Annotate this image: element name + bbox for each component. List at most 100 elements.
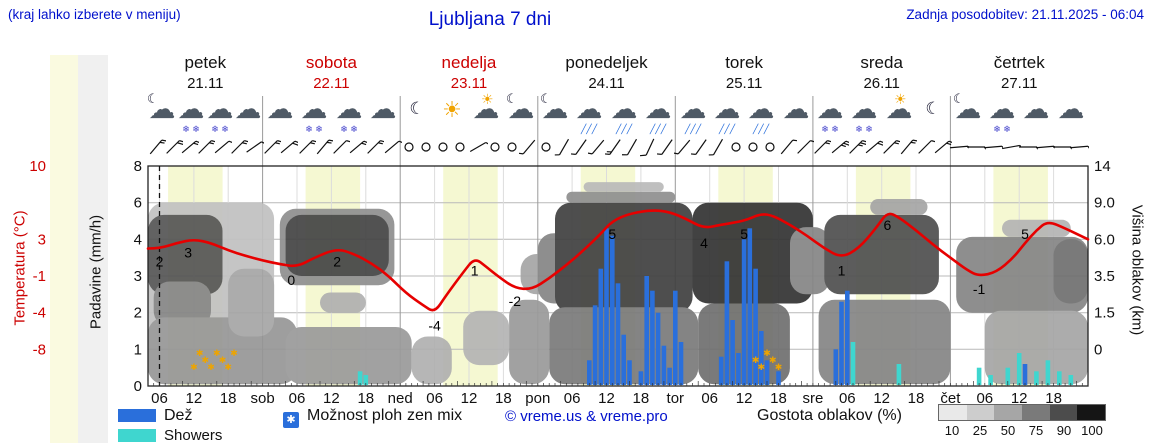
day-date: 24.11: [588, 75, 625, 92]
last-update-text: Zadnja posodobitev: 21.11.2025 - 06:04: [906, 7, 1144, 22]
weather-icon-cloud-rain: ☁ ╱╱╱: [572, 94, 606, 134]
svg-text:ned: ned: [388, 390, 413, 407]
cloud-icon: ☁: [266, 94, 294, 124]
svg-text:✱: ✱: [752, 355, 760, 365]
wind-calm-icon: [433, 134, 453, 160]
svg-text:6: 6: [134, 195, 142, 212]
svg-text:2: 2: [156, 254, 164, 270]
svg-text:12: 12: [186, 390, 203, 407]
rain-swatch: [118, 409, 156, 422]
svg-text:06: 06: [151, 390, 168, 407]
copyright-text: © vreme.us & vreme.pro: [505, 408, 668, 425]
svg-text:4: 4: [134, 231, 142, 248]
wind-calm-icon: [743, 134, 763, 160]
svg-text:12: 12: [598, 390, 615, 407]
day-header-nedelja: nedelja 23.11: [399, 53, 539, 92]
weather-icon-moon-cloud: ☾ ☁: [538, 91, 572, 134]
wind-barb-icon: [619, 134, 642, 160]
svg-text:-4: -4: [33, 305, 46, 322]
cloud-icon: ☁: [369, 94, 397, 124]
day-name: četrtek: [993, 53, 1045, 72]
sun-icon: ☀: [894, 91, 907, 107]
svg-text:sob: sob: [251, 390, 275, 407]
day-date: 23.11: [450, 75, 488, 92]
cloud-icon: ☁: [1022, 94, 1050, 124]
legend-snow-chance: ✱ Možnost ploh: [283, 407, 402, 428]
svg-text:✱: ✱: [202, 355, 210, 365]
svg-text:čet: čet: [940, 390, 961, 407]
svg-text:18: 18: [633, 390, 650, 407]
cloud-icon: ☁: [850, 94, 878, 124]
cloud-icon: ☁: [472, 94, 500, 124]
weather-icon-cloud-snow: ☁ ❄ ❄: [847, 94, 881, 134]
svg-text:9.0: 9.0: [1094, 195, 1115, 212]
svg-text:06: 06: [564, 390, 581, 407]
svg-text:2: 2: [134, 305, 142, 322]
svg-text:✱: ✱: [769, 355, 777, 365]
cloud-icon: ☁: [954, 94, 982, 124]
day-date: 25.11: [725, 75, 763, 92]
rain-icon: ╱╱╱: [752, 124, 770, 134]
temperature-axis-label: Temperatura (°C): [11, 210, 29, 326]
temperature-line: [146, 209, 1090, 312]
day-name: torek: [725, 53, 763, 72]
weather-icon-cloud-rain: ☁ ╱╱╱: [641, 94, 675, 134]
cloud-icon: ☁: [541, 94, 569, 124]
svg-text:12: 12: [736, 390, 753, 407]
svg-text:1: 1: [838, 263, 846, 279]
day-name: sobota: [305, 53, 357, 72]
svg-text:18: 18: [357, 390, 374, 407]
svg-text:5: 5: [740, 226, 748, 242]
cloud-icon: ☁: [234, 94, 262, 124]
day-header-sobota: sobota 22.11: [261, 53, 401, 92]
weather-icon-moon-cloud: ☾ ☁: [951, 92, 985, 134]
svg-text:1.5: 1.5: [1094, 305, 1115, 322]
svg-text:18: 18: [908, 390, 925, 407]
cloud-icon: ☁: [335, 94, 363, 124]
weather-icon-cloud-rain: ☁ ╱╱╱: [607, 94, 641, 134]
weather-icon-cloud: ☁: [231, 94, 265, 134]
weather-icon-sun-cloud: ☀ ☁: [469, 92, 503, 134]
legend-mix-label: zen mix: [407, 407, 463, 424]
snow-markers: ✱✱✱✱✱✱✱✱✱✱✱✱✱: [190, 348, 782, 372]
svg-text:4: 4: [700, 235, 708, 251]
weather-icon-cloud: ☁: [366, 94, 400, 134]
svg-text:06: 06: [839, 390, 856, 407]
svg-text:✱: ✱: [763, 348, 771, 358]
svg-text:18: 18: [1045, 390, 1062, 407]
weather-icon-moon-cloud: ☾ ☁: [145, 92, 179, 134]
day-date: 27.11: [1001, 75, 1038, 92]
svg-text:06: 06: [426, 390, 443, 407]
copyright-link[interactable]: © vreme.us & vreme.pro: [505, 408, 668, 425]
svg-text:06: 06: [976, 390, 993, 407]
cloud-icon: ☁: [1057, 94, 1085, 124]
weather-icon-moon: ☾: [916, 94, 950, 134]
legend-showers-label: Showers: [164, 427, 223, 443]
weather-icon-cloud-rain: ☁ ╱╱╱: [676, 94, 710, 134]
svg-text:1: 1: [134, 341, 142, 358]
cloud-axis-ticks: 14 9.0 6.0 3.5 1.5 0: [1094, 158, 1115, 358]
svg-text:5: 5: [608, 226, 616, 242]
wind-calm-icon: [399, 134, 419, 160]
svg-text:06: 06: [701, 390, 718, 407]
day-header-torek: torek 25.11: [674, 53, 814, 92]
svg-text:✱: ✱: [207, 362, 215, 372]
left-strip-gray: [78, 55, 108, 443]
cloud-icon: ☁: [885, 94, 913, 124]
day-date: 26.11: [863, 75, 900, 92]
svg-text:-8: -8: [33, 341, 46, 358]
day-name: sreda: [860, 53, 903, 72]
svg-text:✱: ✱: [196, 348, 204, 358]
cloud-density-label: Gostota oblakov (%): [757, 407, 902, 425]
rain-icon: ╱╱╱: [684, 124, 702, 134]
precipitation-axis-label: Padavine (mm/h): [87, 214, 105, 330]
rain-icon: ╱╱╱: [649, 124, 667, 134]
weather-icon-cloud: ☁: [779, 94, 813, 134]
cloud-density-tick: 50: [1000, 423, 1016, 438]
wind-calm-icon: [760, 134, 780, 160]
weather-icon-cloud-snow: ☁ ❄ ❄: [297, 94, 331, 134]
svg-text:✱: ✱: [219, 355, 227, 365]
precipitation-bars: [357, 228, 1074, 385]
moon-icon: ☾: [540, 91, 552, 106]
snow-icon: ❄ ❄: [821, 124, 839, 134]
